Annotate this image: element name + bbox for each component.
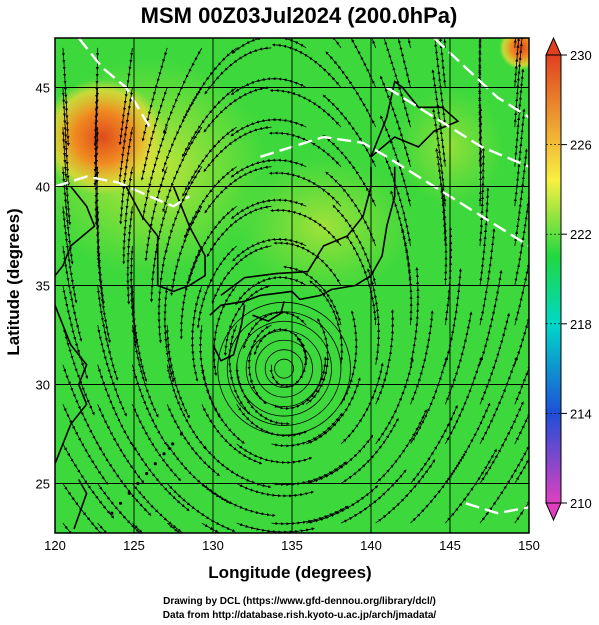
coastline-hokkaido bbox=[370, 80, 460, 158]
streamline bbox=[410, 356, 448, 445]
colorbar-lower-triangle bbox=[545, 502, 562, 522]
streamline bbox=[410, 267, 420, 365]
x-tick-label: 130 bbox=[202, 538, 224, 553]
coastline-honshu-north bbox=[220, 166, 372, 297]
x-tick-label: 125 bbox=[123, 538, 145, 553]
streamline bbox=[479, 356, 518, 445]
colorbar-tick-label: 214 bbox=[570, 406, 592, 421]
streamline bbox=[375, 358, 414, 445]
contour-northwest bbox=[77, 38, 151, 128]
streamline bbox=[410, 310, 434, 405]
streamline bbox=[201, 522, 278, 533]
colorbar-tick-label: 210 bbox=[570, 496, 592, 511]
streamline bbox=[61, 47, 70, 147]
y-tick-label: 25 bbox=[36, 477, 50, 492]
island-dot bbox=[145, 472, 149, 476]
island-dot bbox=[110, 511, 114, 515]
streamline bbox=[375, 309, 395, 405]
streamline bbox=[478, 147, 485, 246]
island-dot bbox=[171, 442, 175, 446]
vortex-ring bbox=[226, 311, 342, 426]
streamline bbox=[93, 47, 100, 147]
chart-title: MSM 00Z03Jul2024 (200.0hPa) bbox=[141, 3, 458, 28]
coastline-korea bbox=[125, 186, 206, 293]
streamline bbox=[118, 47, 134, 146]
y-axis-label: Latitude (degrees) bbox=[4, 208, 23, 355]
island-dot bbox=[179, 432, 183, 436]
y-axis-ticks: 25 30 35 40 45 bbox=[36, 81, 61, 492]
streamline bbox=[514, 356, 529, 445]
streamline bbox=[236, 483, 315, 498]
y-tick-label: 45 bbox=[36, 81, 50, 96]
colorbar-gradient bbox=[545, 54, 562, 504]
coastline-china bbox=[55, 186, 96, 464]
colorbar-tick-label: 222 bbox=[570, 227, 592, 242]
y-tick-label: 30 bbox=[36, 378, 50, 393]
colorbar-tick-label: 226 bbox=[570, 138, 592, 153]
credit-drawing: Drawing by DCL (https://www.gfd-dennou.o… bbox=[163, 596, 436, 607]
colorbar-upper-triangle bbox=[545, 36, 562, 56]
coastlines bbox=[55, 80, 460, 530]
x-tick-label: 150 bbox=[518, 538, 540, 553]
vortex-ring bbox=[274, 358, 294, 379]
coastline-honshu-south bbox=[209, 166, 396, 316]
credit-data: Data from http://database.rish.kyoto-u.a… bbox=[162, 610, 437, 621]
streamline bbox=[514, 313, 529, 405]
streamline bbox=[444, 356, 483, 445]
streamline bbox=[236, 522, 315, 533]
coastline-kyushu bbox=[212, 305, 246, 362]
colorbar-ticks: 230 226 222 218 214 210 bbox=[546, 48, 592, 511]
x-tick-label: 140 bbox=[360, 538, 382, 553]
x-tick-label: 145 bbox=[439, 538, 461, 553]
vortex-ring bbox=[245, 330, 323, 407]
x-tick-label: 120 bbox=[44, 538, 66, 553]
y-tick-label: 35 bbox=[36, 279, 50, 294]
streamline bbox=[479, 312, 510, 405]
colorbar-tick-label: 218 bbox=[570, 317, 592, 332]
lat-lon-grid bbox=[55, 38, 529, 533]
contour-south bbox=[465, 502, 529, 515]
y-tick-label: 40 bbox=[36, 180, 50, 195]
streamline bbox=[236, 443, 313, 465]
coastline-shikoku bbox=[252, 301, 285, 322]
colorbar-tick-label: 230 bbox=[570, 48, 592, 63]
streamline bbox=[514, 400, 529, 484]
vortex-ring bbox=[255, 339, 313, 398]
streamline bbox=[340, 310, 358, 405]
x-axis-label: Longitude (degrees) bbox=[208, 563, 371, 582]
streamline bbox=[479, 187, 490, 286]
vortex-ring bbox=[236, 320, 332, 417]
island-dot bbox=[153, 462, 157, 466]
island-dot bbox=[127, 491, 131, 495]
streamline bbox=[514, 444, 529, 524]
x-axis-ticks: 120 125 130 135 140 145 150 bbox=[44, 527, 540, 553]
contour-north bbox=[260, 135, 529, 247]
streamline bbox=[331, 38, 377, 88]
island-dot bbox=[162, 452, 166, 456]
warm-region bbox=[55, 79, 165, 195]
contour-northeast bbox=[386, 86, 529, 168]
coastline-taiwan bbox=[73, 479, 88, 530]
vortex-ring bbox=[264, 349, 304, 389]
colorbar: 230 226 222 218 214 210 bbox=[545, 36, 592, 522]
x-tick-label: 135 bbox=[281, 538, 303, 553]
island-dot bbox=[118, 501, 123, 505]
streamline bbox=[141, 47, 168, 142]
map-plot-area bbox=[55, 38, 529, 533]
